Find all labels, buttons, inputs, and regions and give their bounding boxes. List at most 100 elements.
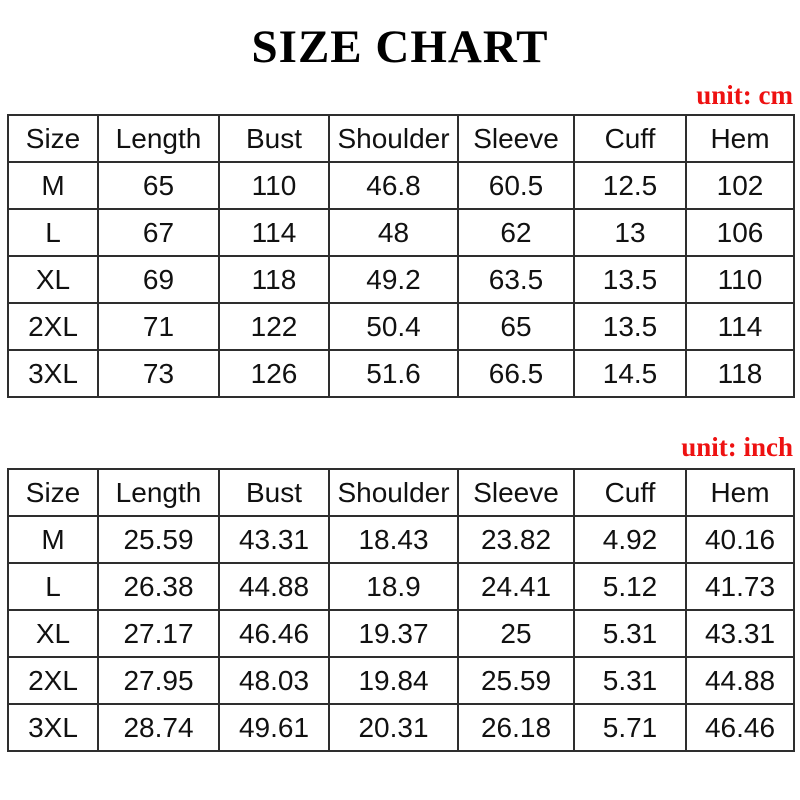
- cell-length: 69: [97, 255, 220, 304]
- cell-size: 2XL: [7, 302, 99, 351]
- page-title: SIZE CHART: [251, 21, 549, 73]
- cell-shoulder: 19.84: [328, 656, 459, 705]
- column-header-hem: Hem: [685, 468, 795, 517]
- cell-hem: 114: [685, 302, 795, 351]
- column-header-bust: Bust: [218, 114, 330, 163]
- table-row: XL 69 118 49.2 63.5 13.5 110: [7, 255, 795, 304]
- cell-hem: 46.46: [685, 703, 795, 752]
- cell-sleeve: 26.18: [457, 703, 575, 752]
- cell-shoulder: 49.2: [328, 255, 459, 304]
- cell-hem: 43.31: [685, 609, 795, 658]
- cell-length: 26.38: [97, 562, 220, 611]
- cell-cuff: 5.31: [573, 609, 687, 658]
- cell-hem: 44.88: [685, 656, 795, 705]
- column-header-shoulder: Shoulder: [328, 468, 459, 517]
- cell-sleeve: 66.5: [457, 349, 575, 398]
- unit-label-inch: unit: inch: [681, 432, 793, 462]
- cell-sleeve: 23.82: [457, 515, 575, 564]
- column-header-size: Size: [7, 468, 99, 517]
- cell-shoulder: 51.6: [328, 349, 459, 398]
- cell-sleeve: 60.5: [457, 161, 575, 210]
- cell-length: 28.74: [97, 703, 220, 752]
- cell-length: 27.17: [97, 609, 220, 658]
- table-row: M 25.59 43.31 18.43 23.82 4.92 40.16: [7, 515, 795, 564]
- cell-shoulder: 48: [328, 208, 459, 257]
- cell-bust: 44.88: [218, 562, 330, 611]
- column-header-sleeve: Sleeve: [457, 114, 575, 163]
- cell-bust: 43.31: [218, 515, 330, 564]
- cell-shoulder: 19.37: [328, 609, 459, 658]
- cell-sleeve: 25.59: [457, 656, 575, 705]
- size-table-cm: Size Length Bust Shoulder Sleeve Cuff He…: [7, 114, 795, 398]
- column-header-length: Length: [97, 468, 220, 517]
- table-header-row: Size Length Bust Shoulder Sleeve Cuff He…: [7, 114, 795, 163]
- column-header-cuff: Cuff: [573, 114, 687, 163]
- cell-cuff: 5.12: [573, 562, 687, 611]
- cell-sleeve: 25: [457, 609, 575, 658]
- cell-size: M: [7, 161, 99, 210]
- cell-length: 73: [97, 349, 220, 398]
- table-row: L 26.38 44.88 18.9 24.41 5.12 41.73: [7, 562, 795, 611]
- cell-shoulder: 18.9: [328, 562, 459, 611]
- cell-sleeve: 63.5: [457, 255, 575, 304]
- cell-size: L: [7, 208, 99, 257]
- cell-cuff: 13.5: [573, 302, 687, 351]
- cell-cuff: 13: [573, 208, 687, 257]
- cell-size: M: [7, 515, 99, 564]
- size-table-inch: Size Length Bust Shoulder Sleeve Cuff He…: [7, 468, 795, 752]
- cell-size: 3XL: [7, 349, 99, 398]
- cell-bust: 126: [218, 349, 330, 398]
- table-row: 3XL 28.74 49.61 20.31 26.18 5.71 46.46: [7, 703, 795, 752]
- cell-hem: 118: [685, 349, 795, 398]
- cell-size: 3XL: [7, 703, 99, 752]
- cell-sleeve: 65: [457, 302, 575, 351]
- cell-length: 67: [97, 208, 220, 257]
- table-row: 2XL 27.95 48.03 19.84 25.59 5.31 44.88: [7, 656, 795, 705]
- column-header-size: Size: [7, 114, 99, 163]
- cell-hem: 41.73: [685, 562, 795, 611]
- cell-bust: 48.03: [218, 656, 330, 705]
- cell-length: 25.59: [97, 515, 220, 564]
- cell-length: 27.95: [97, 656, 220, 705]
- cell-sleeve: 24.41: [457, 562, 575, 611]
- column-header-sleeve: Sleeve: [457, 468, 575, 517]
- cell-cuff: 12.5: [573, 161, 687, 210]
- table-header-row: Size Length Bust Shoulder Sleeve Cuff He…: [7, 468, 795, 517]
- table-row: M 65 110 46.8 60.5 12.5 102: [7, 161, 795, 210]
- cell-bust: 122: [218, 302, 330, 351]
- cell-cuff: 14.5: [573, 349, 687, 398]
- cell-bust: 118: [218, 255, 330, 304]
- cell-size: 2XL: [7, 656, 99, 705]
- cell-sleeve: 62: [457, 208, 575, 257]
- cell-hem: 110: [685, 255, 795, 304]
- cell-size: XL: [7, 609, 99, 658]
- table-row: 3XL 73 126 51.6 66.5 14.5 118: [7, 349, 795, 398]
- cell-bust: 110: [218, 161, 330, 210]
- cell-bust: 49.61: [218, 703, 330, 752]
- cell-hem: 106: [685, 208, 795, 257]
- cell-length: 71: [97, 302, 220, 351]
- cell-cuff: 4.92: [573, 515, 687, 564]
- cell-hem: 102: [685, 161, 795, 210]
- cell-shoulder: 20.31: [328, 703, 459, 752]
- unit-label-cm: unit: cm: [696, 80, 793, 110]
- cell-hem: 40.16: [685, 515, 795, 564]
- cell-length: 65: [97, 161, 220, 210]
- cell-cuff: 13.5: [573, 255, 687, 304]
- cell-shoulder: 46.8: [328, 161, 459, 210]
- cell-bust: 46.46: [218, 609, 330, 658]
- column-header-shoulder: Shoulder: [328, 114, 459, 163]
- cell-size: L: [7, 562, 99, 611]
- column-header-bust: Bust: [218, 468, 330, 517]
- table-row: L 67 114 48 62 13 106: [7, 208, 795, 257]
- table-row: 2XL 71 122 50.4 65 13.5 114: [7, 302, 795, 351]
- cell-shoulder: 50.4: [328, 302, 459, 351]
- cell-cuff: 5.71: [573, 703, 687, 752]
- column-header-hem: Hem: [685, 114, 795, 163]
- cell-cuff: 5.31: [573, 656, 687, 705]
- column-header-length: Length: [97, 114, 220, 163]
- cell-bust: 114: [218, 208, 330, 257]
- column-header-cuff: Cuff: [573, 468, 687, 517]
- cell-shoulder: 18.43: [328, 515, 459, 564]
